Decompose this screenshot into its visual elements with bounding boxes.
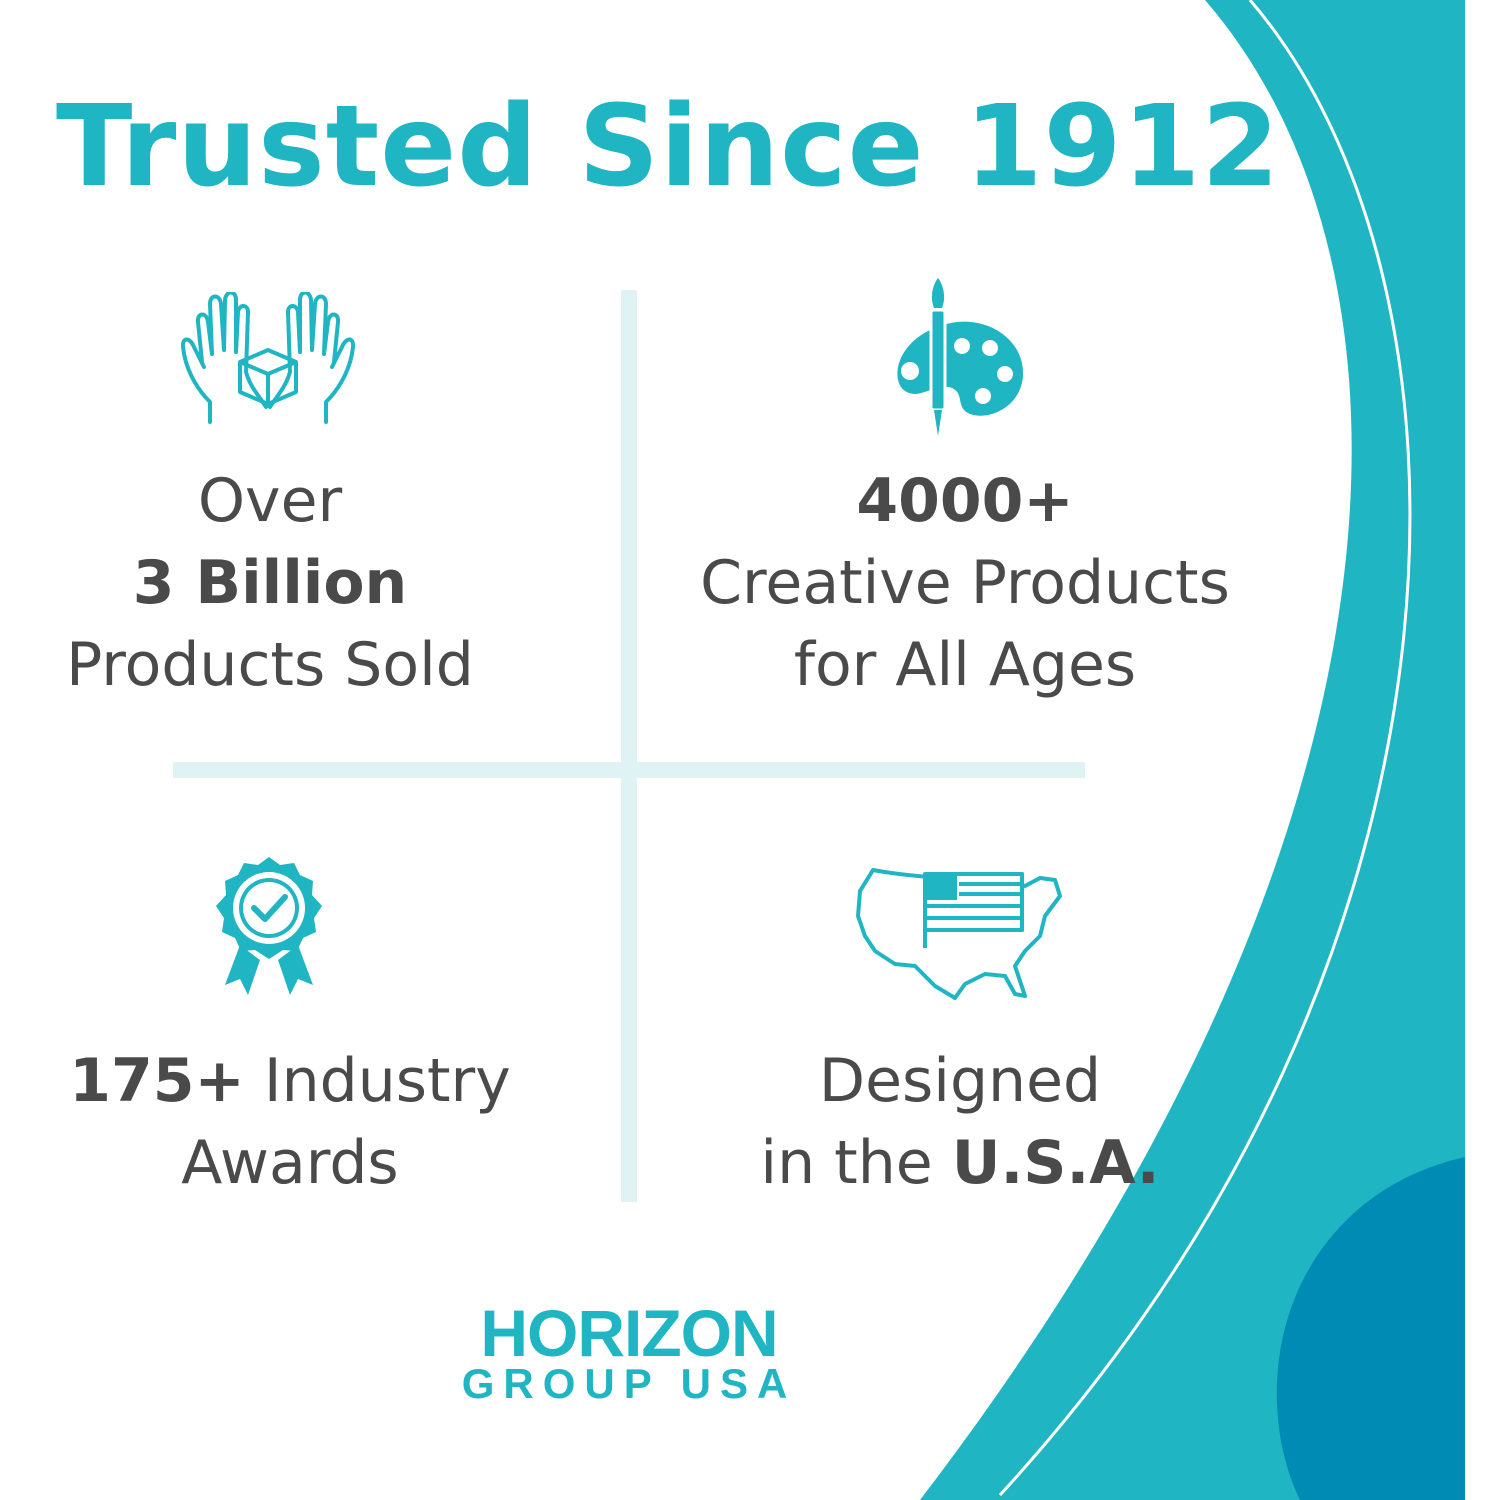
feature-line: Designed bbox=[818, 1046, 1102, 1116]
paint-palette-brush-icon bbox=[897, 278, 1024, 436]
feature-line: Industry bbox=[244, 1046, 511, 1116]
feature-highlight: 4000+ bbox=[856, 466, 1074, 536]
feature-line: Over bbox=[197, 466, 343, 536]
feature-highlight: 3 Billion bbox=[132, 548, 408, 618]
dark-blue-circle bbox=[1276, 1157, 1465, 1500]
vertical-divider bbox=[621, 290, 637, 1202]
feature-products-sold: Over 3 Billion Products Sold bbox=[20, 460, 520, 706]
feature-line: Products Sold bbox=[66, 630, 474, 700]
horizon-group-logo: HORIZON GROUP USA bbox=[434, 1296, 824, 1407]
white-curve-line bbox=[998, 0, 1412, 1497]
usa-map-flag-icon bbox=[856, 868, 1062, 1000]
feature-line: Awards bbox=[181, 1128, 399, 1198]
teal-wave bbox=[920, 0, 1465, 1500]
feature-highlight: U.S.A. bbox=[951, 1128, 1160, 1198]
logo-line-1: HORIZON bbox=[480, 1296, 778, 1370]
award-ribbon-check-icon bbox=[216, 857, 322, 995]
feature-designed-usa: Designed in the U.S.A. bbox=[700, 1040, 1220, 1204]
feature-line: for All Ages bbox=[793, 630, 1137, 700]
logo-line-2: GROUP USA bbox=[461, 1360, 797, 1407]
feature-highlight: 175+ bbox=[69, 1046, 245, 1116]
page-title: Trusted Since 1912 bbox=[56, 82, 1281, 212]
hands-holding-box-icon bbox=[180, 292, 356, 424]
feature-line: Creative Products bbox=[700, 548, 1230, 618]
feature-creative-products: 4000+ Creative Products for All Ages bbox=[660, 460, 1270, 706]
feature-line: in the bbox=[760, 1128, 952, 1198]
horizontal-divider bbox=[173, 762, 1085, 778]
feature-industry-awards: 175+ Industry Awards bbox=[40, 1040, 540, 1204]
